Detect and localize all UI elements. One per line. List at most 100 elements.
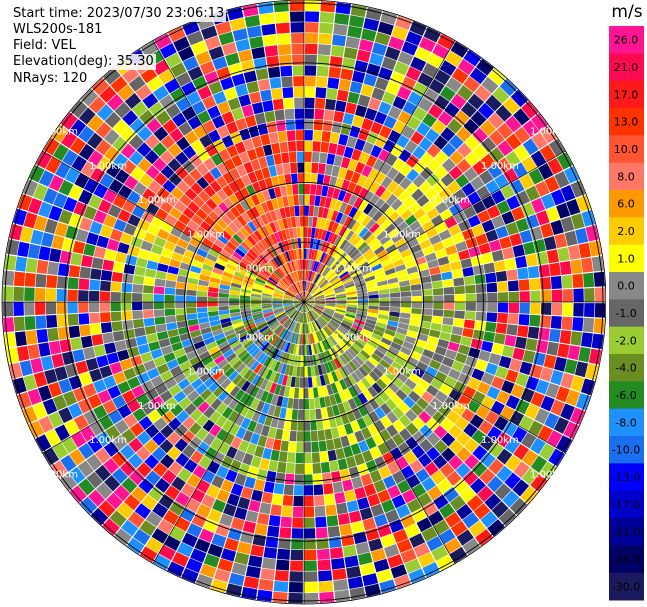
velocity-gate <box>314 195 321 207</box>
velocity-gate <box>151 216 164 228</box>
velocity-gate <box>329 335 338 346</box>
velocity-gate <box>392 529 409 544</box>
velocity-gate <box>301 292 304 302</box>
velocity-gate <box>194 538 211 553</box>
velocity-gate <box>45 302 57 315</box>
velocity-gate <box>64 363 79 378</box>
velocity-gate <box>397 243 410 254</box>
velocity-gate <box>464 311 476 320</box>
velocity-gate <box>330 233 339 245</box>
velocity-gate <box>437 338 450 349</box>
velocity-gate <box>427 259 439 269</box>
velocity-gate <box>243 576 260 589</box>
velocity-gate <box>423 27 441 43</box>
velocity-gate <box>494 483 512 500</box>
velocity-gate <box>121 428 136 444</box>
velocity-gate <box>448 424 463 439</box>
velocity-gate <box>187 277 199 285</box>
velocity-gate <box>361 363 372 374</box>
velocity-gate <box>332 282 343 289</box>
velocity-gate <box>308 311 315 321</box>
velocity-gate <box>260 268 271 277</box>
velocity-gate <box>227 7 244 21</box>
velocity-gate <box>364 322 376 329</box>
velocity-gate <box>399 280 410 287</box>
velocity-gate <box>103 189 118 204</box>
velocity-gate <box>554 171 570 188</box>
velocity-gate <box>332 568 347 581</box>
velocity-gate <box>551 289 563 302</box>
velocity-gate <box>212 499 226 513</box>
velocity-gate <box>110 302 121 312</box>
colorbar-tick-label: -26.0 <box>612 553 640 566</box>
velocity-gate <box>374 271 386 279</box>
velocity-gate <box>145 470 161 486</box>
velocity-gate <box>153 286 165 295</box>
velocity-gate <box>264 414 273 427</box>
velocity-gate <box>54 366 68 381</box>
velocity-gate <box>313 306 324 312</box>
velocity-gate <box>361 450 374 463</box>
velocity-gate <box>207 129 221 143</box>
velocity-gate <box>232 218 243 230</box>
velocity-gate <box>574 361 589 378</box>
velocity-gate <box>60 131 78 149</box>
velocity-gate <box>220 345 232 355</box>
velocity-gate <box>269 370 277 382</box>
velocity-gate <box>199 60 216 75</box>
velocity-gate <box>446 410 461 424</box>
velocity-gate <box>78 278 90 290</box>
velocity-gate <box>321 385 329 397</box>
velocity-gate <box>476 58 494 76</box>
velocity-gate <box>455 352 468 364</box>
velocity-gate <box>575 227 589 244</box>
velocity-gate <box>297 333 301 345</box>
velocity-gate <box>102 518 120 536</box>
velocity-gate <box>358 39 374 52</box>
velocity-gate <box>368 538 383 552</box>
velocity-gate <box>330 319 340 328</box>
velocity-gate <box>367 493 381 507</box>
velocity-gate <box>217 101 231 115</box>
velocity-gate <box>355 316 366 322</box>
velocity-gate <box>514 144 530 162</box>
velocity-gate <box>191 335 204 344</box>
velocity-gate <box>304 355 308 367</box>
velocity-gate <box>324 230 331 242</box>
velocity-gate <box>45 429 61 447</box>
velocity-gate <box>310 322 316 333</box>
velocity-gate <box>240 310 252 316</box>
velocity-gate <box>409 243 422 254</box>
velocity-gate <box>282 318 291 327</box>
velocity-gate <box>512 162 528 178</box>
velocity-gate <box>317 386 324 398</box>
velocity-gate <box>539 367 554 382</box>
velocity-gate <box>311 162 319 174</box>
velocity-gate <box>251 102 264 115</box>
velocity-gate <box>416 333 429 342</box>
colorbar: m/s26.021.017.013.010.08.06.02.01.00.0-1… <box>609 2 644 601</box>
velocity-gate <box>510 384 525 399</box>
velocity-gate <box>294 271 299 282</box>
velocity-gate <box>17 391 32 409</box>
velocity-gate <box>455 174 470 188</box>
velocity-gate <box>264 177 274 190</box>
velocity-gate <box>546 249 560 264</box>
velocity-gate <box>24 272 36 287</box>
velocity-gate <box>339 214 348 226</box>
velocity-gate <box>281 374 289 386</box>
velocity-gate <box>307 270 311 281</box>
velocity-gate <box>161 469 177 485</box>
colorbar-segment <box>609 162 644 191</box>
velocity-gate <box>314 304 325 308</box>
velocity-gate <box>313 473 323 485</box>
velocity-gate <box>210 153 224 166</box>
velocity-gate <box>385 193 398 206</box>
velocity-gate <box>483 331 496 343</box>
velocity-gate <box>306 355 311 367</box>
velocity-gate <box>268 132 279 144</box>
velocity-gate <box>317 263 324 274</box>
velocity-gate <box>477 485 494 502</box>
velocity-gate <box>321 283 331 291</box>
velocity-gate <box>438 187 452 201</box>
